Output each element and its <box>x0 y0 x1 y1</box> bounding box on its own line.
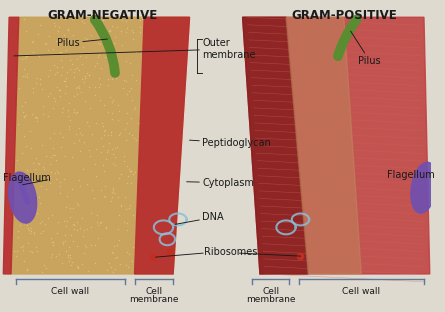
Text: Flagellum: Flagellum <box>3 173 51 183</box>
Text: Pilus: Pilus <box>57 38 108 48</box>
FancyArrowPatch shape <box>338 19 357 56</box>
Text: membrane: membrane <box>246 295 295 304</box>
Polygon shape <box>134 17 190 274</box>
Text: Cell: Cell <box>145 287 162 296</box>
Polygon shape <box>243 17 430 274</box>
Polygon shape <box>243 17 308 274</box>
Text: Ribosomes: Ribosomes <box>204 247 257 257</box>
Text: membrane: membrane <box>129 295 178 304</box>
Text: Flagellum: Flagellum <box>387 170 435 180</box>
Polygon shape <box>11 17 190 274</box>
Polygon shape <box>286 17 361 274</box>
Text: Peptidoglycan: Peptidoglycan <box>190 138 271 148</box>
Text: Cell: Cell <box>262 287 279 296</box>
Text: Cell wall: Cell wall <box>342 287 380 296</box>
Text: Outer
membrane: Outer membrane <box>14 38 255 60</box>
FancyArrowPatch shape <box>95 19 115 73</box>
Ellipse shape <box>8 172 36 223</box>
Text: Pilus: Pilus <box>351 31 381 66</box>
Text: GRAM-NEGATIVE: GRAM-NEGATIVE <box>48 9 158 22</box>
Ellipse shape <box>411 162 437 213</box>
Polygon shape <box>3 17 19 274</box>
Text: Cell wall: Cell wall <box>51 287 89 296</box>
Text: GRAM-POSITIVE: GRAM-POSITIVE <box>291 9 397 22</box>
Text: Cytoplasm: Cytoplasm <box>186 178 254 188</box>
Text: DNA: DNA <box>175 212 224 224</box>
FancyArrowPatch shape <box>20 180 28 202</box>
